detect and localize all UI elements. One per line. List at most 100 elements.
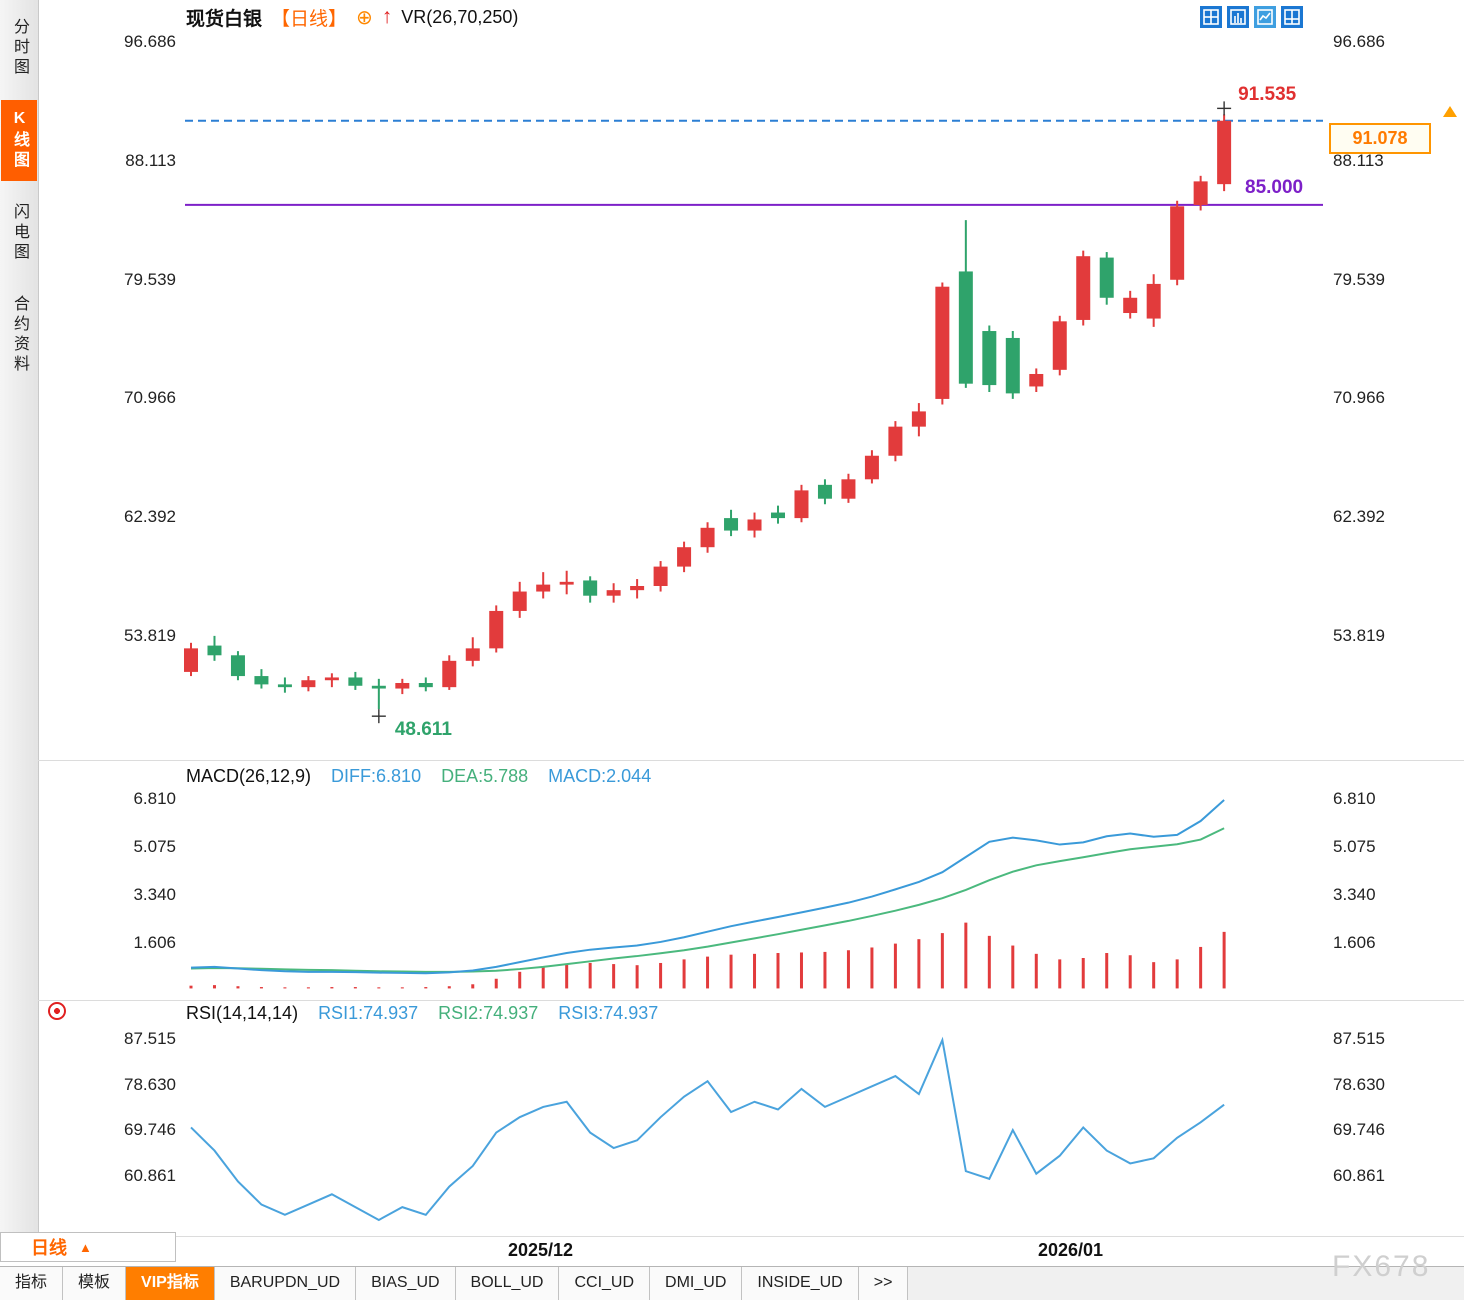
trend-up-icon: ↑ — [381, 5, 393, 28]
tab-[interactable]: 指标 — [0, 1267, 64, 1300]
tab-biasud[interactable]: BIAS_UD — [356, 1267, 456, 1300]
y-axis-label: 60.861 — [1333, 1166, 1385, 1185]
y-axis-label: 79.539 — [1333, 269, 1385, 289]
bar-panel-icon[interactable] — [1227, 6, 1249, 28]
tab-barupdnud[interactable]: BARUPDN_UD — [214, 1267, 357, 1300]
watermark: FX678 — [1332, 1250, 1431, 1283]
candle-body — [935, 286, 950, 399]
diff-line — [190, 799, 1225, 975]
tab-[interactable]: 模板 — [63, 1267, 127, 1300]
candle-body — [794, 490, 809, 519]
rsi-chart[interactable] — [183, 1030, 1325, 1235]
panel-divider — [38, 1000, 1464, 1001]
candle-body — [1123, 297, 1138, 314]
candle-body — [747, 519, 762, 531]
tab-dmiud[interactable]: DMI_UD — [650, 1267, 743, 1300]
y-axis-label: 79.539 — [124, 269, 176, 289]
panel-divider — [38, 1236, 1464, 1237]
candle-body — [254, 676, 269, 685]
candle-body — [1170, 206, 1185, 280]
tab-vip[interactable]: VIP指标 — [126, 1267, 215, 1300]
candle-body — [958, 271, 973, 384]
candle-body — [630, 586, 645, 591]
multi-window-icon[interactable] — [1200, 6, 1222, 28]
candle-body — [1052, 321, 1067, 370]
candle-body — [395, 682, 410, 689]
candle-body — [465, 648, 480, 661]
macd-chart[interactable] — [183, 795, 1325, 1000]
rsi-svg — [190, 1036, 1225, 1222]
candle-body — [230, 655, 245, 677]
candle-body — [512, 591, 527, 611]
candle-body — [301, 680, 316, 688]
candle-body — [911, 411, 926, 427]
tab-[interactable]: >> — [858, 1267, 909, 1300]
y-axis-label: 70.966 — [124, 388, 176, 408]
period-selector[interactable]: 日线 ▲ — [0, 1232, 176, 1262]
candle-body — [1193, 181, 1208, 205]
tab-bollud[interactable]: BOLL_UD — [455, 1267, 560, 1300]
price-label: 91.535 — [1238, 84, 1297, 106]
y-axis-label: 70.966 — [1333, 388, 1385, 408]
vr-indicator-label: VR(26,70,250) — [401, 6, 519, 27]
macd-dea-value: DEA:5.788 — [441, 766, 529, 786]
candle-body — [982, 331, 997, 386]
candle-body — [371, 685, 386, 689]
candle-body — [817, 484, 832, 499]
y-axis-label: 96.686 — [1333, 32, 1385, 51]
candle-body — [677, 547, 692, 567]
candle-body — [1146, 283, 1161, 319]
candle-body — [1029, 373, 1044, 387]
candle-body — [888, 426, 903, 456]
macd-header: MACD(26,12,9) DIFF:6.810 DEA:5.788 MACD:… — [186, 766, 651, 787]
chart-header: 现货白银 【日线】 ⊕ ↑ VR(26,70,250) — [186, 4, 518, 30]
candle-body — [489, 610, 504, 649]
price-label: 48.611 — [394, 719, 452, 741]
macd-title: MACD(26,12,9) — [186, 766, 312, 786]
y-axis-label: 78.630 — [1333, 1074, 1385, 1094]
candle-body — [442, 660, 457, 688]
y-axis-label: 78.630 — [124, 1074, 176, 1094]
rsi-line — [190, 1036, 1225, 1222]
price-label: 85.000 — [1245, 176, 1304, 198]
rsi3-value: RSI3:74.937 — [558, 1003, 659, 1023]
split-view-icon[interactable] — [1281, 6, 1303, 28]
indicator-tabbar: 指标 模板 VIP指标 BARUPDN_UD BIAS_UD BOLL_UD CCI_UD D… — [0, 1266, 1464, 1300]
candle-body — [1099, 257, 1114, 298]
add-indicator-icon[interactable]: ⊕ — [356, 6, 373, 29]
symbol-name: 现货白银 — [186, 8, 263, 30]
candle-body — [1005, 337, 1020, 394]
price-up-arrow-icon — [1443, 106, 1457, 117]
y-axis-label: 6.810 — [1333, 789, 1376, 808]
indicator-dot-icon[interactable] — [48, 1002, 66, 1020]
y-axis-label: 53.819 — [124, 626, 176, 645]
candle-body — [536, 584, 551, 592]
y-axis-label: 87.515 — [124, 1029, 176, 1048]
y-axis-label: 62.392 — [1333, 507, 1385, 527]
kline-chart[interactable]: 91.535 85.000 48.611 — [183, 30, 1325, 760]
y-axis-label: 5.075 — [133, 837, 176, 856]
candle-body — [207, 645, 222, 656]
tab-cciud[interactable]: CCI_UD — [559, 1267, 651, 1300]
rsi-header: RSI(14,14,14) RSI1:74.937 RSI2:74.937 RS… — [186, 1003, 658, 1024]
y-axis-label: 69.746 — [124, 1120, 176, 1140]
y-axis-label: 88.113 — [1333, 150, 1384, 170]
kline-panel-icon[interactable] — [1254, 6, 1276, 28]
candle-body — [841, 479, 856, 499]
last-price-tag: 91.078 — [1329, 123, 1431, 154]
candle-body — [700, 527, 715, 548]
candle-body — [277, 684, 292, 688]
y-axis-label: 1.606 — [1333, 932, 1376, 952]
candle-body — [864, 455, 879, 480]
y-axis-label: 1.606 — [133, 932, 176, 952]
macd-macd-value: MACD:2.044 — [548, 766, 652, 786]
sidebar-item-contract-info[interactable]: 合约资料 — [11, 295, 28, 375]
y-axis-label: 60.861 — [124, 1166, 176, 1185]
tab-insideud[interactable]: INSIDE_UD — [742, 1267, 859, 1300]
sidebar-item-time-chart[interactable]: 分时图 — [11, 18, 28, 78]
period-tag[interactable]: 【日线】 — [271, 8, 348, 30]
sidebar-item-flash-chart[interactable]: 闪电图 — [11, 203, 28, 263]
left-sidebar: 分时图 K线图闪电图合约资料 — [0, 0, 39, 1232]
sidebar-item-kline-chart[interactable]: K线图 — [1, 100, 37, 181]
y-axis-label: 3.340 — [133, 885, 176, 904]
